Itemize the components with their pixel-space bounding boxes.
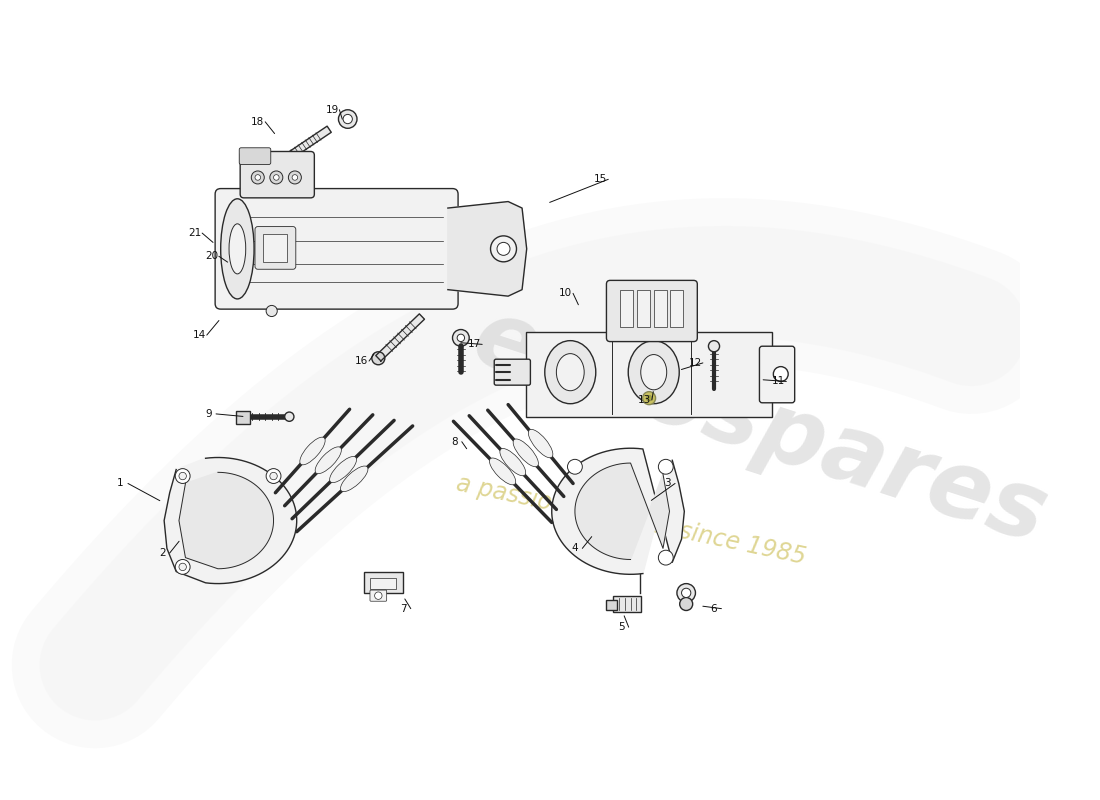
Text: 13: 13 (638, 395, 651, 405)
Circle shape (175, 469, 190, 483)
Text: 21: 21 (188, 228, 201, 238)
Text: 15: 15 (594, 174, 607, 184)
Ellipse shape (499, 449, 526, 476)
Ellipse shape (557, 354, 584, 390)
Ellipse shape (341, 466, 368, 492)
Text: 7: 7 (400, 604, 407, 614)
Ellipse shape (330, 457, 356, 482)
Circle shape (773, 366, 789, 382)
Text: 18: 18 (251, 117, 264, 127)
Circle shape (274, 174, 279, 180)
Text: a passion for parts since 1985: a passion for parts since 1985 (453, 472, 807, 570)
Circle shape (497, 242, 510, 255)
Ellipse shape (300, 437, 326, 465)
Text: 10: 10 (559, 288, 572, 298)
Circle shape (179, 563, 186, 570)
Circle shape (659, 459, 673, 474)
Polygon shape (376, 314, 425, 361)
FancyBboxPatch shape (606, 280, 697, 342)
Text: eurospares: eurospares (462, 292, 1058, 564)
Text: 12: 12 (689, 358, 702, 368)
Text: 19: 19 (326, 105, 339, 114)
Text: 2: 2 (160, 548, 166, 558)
Circle shape (568, 459, 582, 474)
Circle shape (266, 469, 280, 483)
Ellipse shape (315, 447, 341, 474)
Text: 3: 3 (664, 478, 671, 489)
FancyBboxPatch shape (620, 290, 634, 326)
FancyBboxPatch shape (637, 290, 650, 326)
FancyBboxPatch shape (759, 346, 794, 402)
Text: 20: 20 (205, 251, 218, 262)
Circle shape (255, 174, 261, 180)
Circle shape (251, 171, 264, 184)
Circle shape (680, 598, 693, 610)
FancyBboxPatch shape (670, 290, 683, 326)
Circle shape (339, 110, 358, 128)
FancyBboxPatch shape (240, 151, 315, 198)
Polygon shape (276, 126, 331, 166)
Circle shape (372, 352, 385, 365)
Polygon shape (179, 472, 274, 569)
Circle shape (708, 341, 719, 352)
Circle shape (647, 395, 652, 401)
Ellipse shape (513, 439, 538, 466)
Text: 6: 6 (711, 604, 717, 614)
FancyBboxPatch shape (268, 158, 283, 171)
Ellipse shape (640, 354, 667, 390)
FancyBboxPatch shape (239, 148, 271, 165)
Circle shape (266, 306, 277, 317)
Circle shape (659, 550, 673, 565)
Circle shape (293, 174, 298, 180)
Circle shape (375, 592, 382, 599)
Circle shape (270, 472, 277, 480)
FancyBboxPatch shape (235, 411, 251, 424)
Text: 9: 9 (206, 409, 212, 419)
Circle shape (676, 584, 695, 602)
FancyBboxPatch shape (370, 590, 387, 602)
Circle shape (642, 392, 656, 405)
FancyBboxPatch shape (494, 359, 530, 385)
FancyBboxPatch shape (263, 234, 287, 262)
Polygon shape (448, 202, 527, 296)
Circle shape (285, 412, 294, 422)
FancyBboxPatch shape (255, 226, 296, 270)
Polygon shape (575, 463, 670, 559)
Polygon shape (164, 458, 297, 583)
Ellipse shape (628, 341, 679, 404)
Text: 8: 8 (451, 437, 458, 446)
Ellipse shape (221, 198, 254, 299)
Text: 11: 11 (772, 377, 785, 386)
Text: 17: 17 (469, 339, 482, 350)
Text: 16: 16 (355, 356, 368, 366)
Text: 5: 5 (618, 622, 625, 632)
Circle shape (682, 588, 691, 598)
Circle shape (491, 236, 517, 262)
Circle shape (458, 334, 464, 342)
Circle shape (179, 472, 186, 480)
FancyBboxPatch shape (364, 573, 404, 593)
Ellipse shape (490, 458, 516, 485)
Text: 1: 1 (118, 478, 124, 489)
Circle shape (175, 559, 190, 574)
Circle shape (452, 330, 470, 346)
FancyBboxPatch shape (370, 578, 396, 589)
FancyBboxPatch shape (605, 600, 617, 610)
Circle shape (343, 114, 352, 124)
FancyBboxPatch shape (613, 596, 640, 612)
FancyBboxPatch shape (653, 290, 667, 326)
Text: 4: 4 (572, 543, 579, 554)
Text: 14: 14 (192, 330, 206, 340)
FancyBboxPatch shape (216, 189, 458, 309)
Ellipse shape (528, 430, 553, 458)
Circle shape (288, 171, 301, 184)
Polygon shape (552, 448, 684, 574)
Circle shape (270, 171, 283, 184)
FancyBboxPatch shape (526, 332, 772, 417)
Ellipse shape (544, 341, 596, 404)
Ellipse shape (229, 224, 245, 274)
